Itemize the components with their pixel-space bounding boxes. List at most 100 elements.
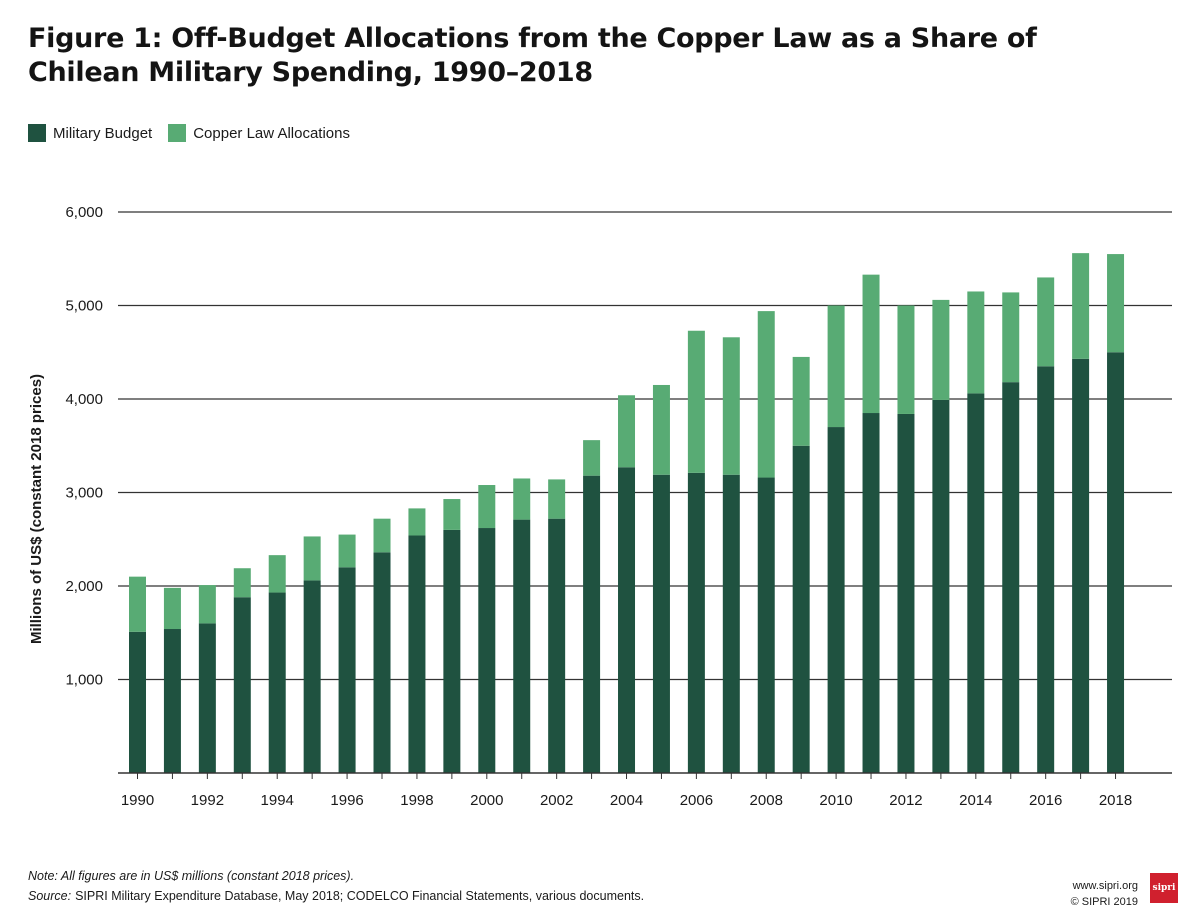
bar-copper-law-2009 — [792, 356, 810, 446]
bar-copper-law-2018 — [1107, 254, 1125, 353]
bar-military-budget-2007 — [722, 474, 740, 773]
bar-copper-law-2008 — [757, 311, 775, 478]
bar-military-budget-2015 — [1002, 382, 1020, 773]
bar-copper-law-2002 — [548, 479, 566, 519]
x-tick-label: 2006 — [680, 792, 713, 809]
y-tick-label: 5,000 — [65, 298, 103, 315]
x-tick-label: 2004 — [610, 792, 643, 809]
x-tick-label: 1996 — [330, 792, 363, 809]
bar-military-budget-2004 — [618, 467, 636, 773]
legend-item-copper-law: Copper Law Allocations — [168, 124, 350, 142]
bar-copper-law-2015 — [1002, 292, 1020, 383]
bar-military-budget-2011 — [862, 413, 880, 773]
y-tick-label: 6,000 — [65, 204, 103, 221]
bar-copper-law-1996 — [338, 534, 356, 568]
stacked-bar-chart: 1,000 2,000 3,000 4,000 5,000 6,000 1990 1992 19… — [28, 204, 1172, 809]
bar-military-budget-1994 — [268, 592, 286, 773]
bar-copper-law-1998 — [408, 508, 426, 536]
y-tick-label: 2,000 — [65, 578, 103, 595]
legend-swatch-copper-law — [168, 124, 187, 142]
source-text: SIPRI Military Expenditure Database, May… — [75, 889, 645, 903]
bar-military-budget-2017 — [1072, 358, 1090, 773]
chart-legend: Military Budget Copper Law Allocations — [28, 124, 366, 142]
bar-copper-law-1991 — [163, 587, 181, 630]
bar-military-budget-1991 — [163, 629, 181, 773]
x-tick-label: 2002 — [540, 792, 573, 809]
bar-copper-law-2017 — [1072, 253, 1090, 359]
source-label: Source: — [28, 889, 72, 903]
bar-military-budget-1990 — [129, 631, 146, 773]
copyright-text: © SIPRI 2019 — [1070, 896, 1138, 908]
bar-copper-law-2013 — [932, 299, 950, 400]
bar-copper-law-2011 — [862, 274, 880, 414]
bar-military-budget-1996 — [338, 567, 356, 773]
y-tick-label: 1,000 — [65, 672, 103, 689]
bar-copper-law-2012 — [897, 305, 915, 414]
x-tick-label: 2018 — [1099, 792, 1132, 809]
y-tick-label: 3,000 — [65, 485, 103, 502]
bar-military-budget-2016 — [1037, 366, 1055, 773]
x-tick-label: 2012 — [889, 792, 922, 809]
bar-military-budget-2009 — [792, 445, 810, 773]
x-tick-label: 2014 — [959, 792, 992, 809]
x-tick-label: 1992 — [191, 792, 224, 809]
bar-military-budget-1995 — [303, 580, 321, 773]
sipri-logo: sipri — [1150, 873, 1178, 903]
x-tick-label: 1998 — [400, 792, 433, 809]
bar-copper-law-2014 — [967, 291, 985, 394]
bar-military-budget-2003 — [583, 475, 601, 773]
source-line: Source: SIPRI Military Expenditure Databa… — [28, 889, 644, 903]
bar-military-budget-2005 — [652, 474, 670, 773]
bar-military-budget-1998 — [408, 535, 426, 773]
y-tick-label: 4,000 — [65, 391, 103, 408]
legend-item-military-budget: Military Budget — [28, 124, 152, 142]
axes: 1,000 2,000 3,000 4,000 5,000 6,000 1990 1992 19… — [65, 204, 1172, 809]
website-link[interactable]: www.sipri.org — [1072, 880, 1138, 892]
footer-credits: www.sipri.org © SIPRI 2019 — [1071, 878, 1138, 910]
x-tick-label: 2000 — [470, 792, 503, 809]
bar-copper-law-1993 — [233, 568, 251, 598]
bar-copper-law-1997 — [373, 518, 391, 553]
bar-military-budget-2001 — [513, 519, 531, 773]
bar-copper-law-1995 — [303, 536, 321, 581]
bar-copper-law-2007 — [722, 337, 740, 475]
gridlines — [118, 211, 1172, 681]
bar-military-budget-2006 — [687, 472, 705, 773]
bar-copper-law-2004 — [618, 395, 636, 468]
bar-copper-law-1994 — [268, 555, 286, 593]
y-axis-title: Millions of US$ (constant 2018 prices) — [28, 374, 45, 644]
bar-military-budget-2014 — [967, 393, 985, 773]
x-tick-label: 1994 — [261, 792, 294, 809]
bar-copper-law-2000 — [478, 485, 496, 529]
legend-swatch-military-budget — [28, 124, 46, 142]
chart-title: Figure 1: Off-Budget Allocations from th… — [28, 23, 1037, 88]
x-tick-label: 2008 — [750, 792, 783, 809]
x-tick-label: 2010 — [819, 792, 852, 809]
bar-military-budget-1999 — [443, 529, 461, 773]
legend-label-copper-law: Copper Law Allocations — [193, 124, 350, 142]
bar-copper-law-2005 — [652, 384, 670, 475]
bars — [129, 253, 1125, 773]
bar-military-budget-2000 — [478, 528, 496, 773]
bar-military-budget-2002 — [548, 518, 566, 773]
x-tick-label: 1990 — [121, 792, 154, 809]
bar-copper-law-2010 — [827, 305, 845, 428]
bar-military-budget-2018 — [1107, 352, 1125, 773]
bar-copper-law-1990 — [129, 576, 146, 632]
footnote: Note: All figures are in US$ millions (c… — [28, 869, 355, 883]
bar-copper-law-2006 — [687, 330, 705, 473]
bar-copper-law-2003 — [583, 440, 601, 476]
bar-military-budget-1992 — [198, 623, 216, 773]
bar-copper-law-1999 — [443, 499, 461, 530]
bar-military-budget-2008 — [757, 477, 775, 773]
bar-copper-law-1992 — [198, 585, 216, 624]
bar-military-budget-2010 — [827, 427, 845, 773]
bar-military-budget-1993 — [233, 597, 251, 773]
legend-label-military-budget: Military Budget — [53, 124, 153, 142]
bar-military-budget-2012 — [897, 413, 915, 773]
bar-copper-law-2001 — [513, 478, 531, 520]
x-tick-label: 2016 — [1029, 792, 1062, 809]
bar-military-budget-2013 — [932, 399, 950, 773]
bar-copper-law-2016 — [1037, 277, 1055, 367]
bar-military-budget-1997 — [373, 552, 391, 773]
